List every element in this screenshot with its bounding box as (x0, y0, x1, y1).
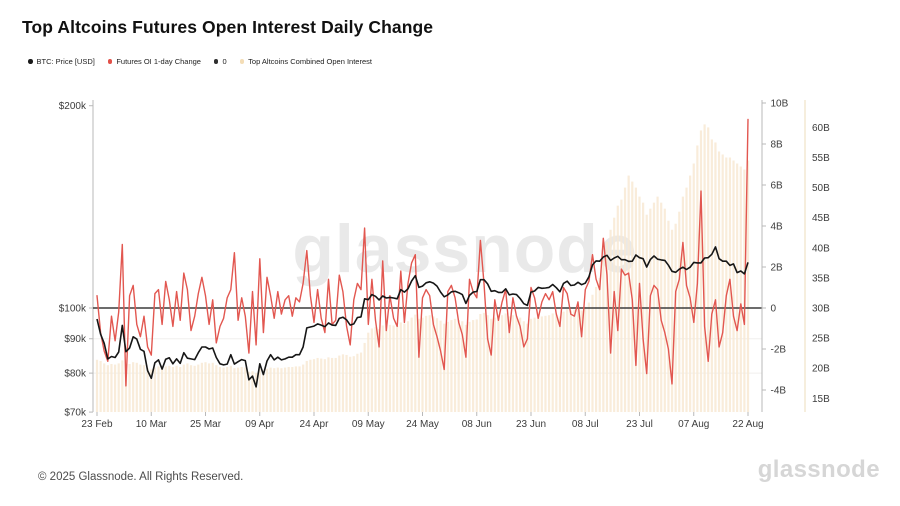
y-axis-oi-total-tick-label: 30B (812, 304, 830, 315)
y-axis-price-tick-label: $100k (59, 304, 87, 315)
y-axis-oi-change-tick-label: -2B (771, 345, 787, 356)
legend-dot-btc-price-icon (28, 59, 33, 64)
y-axis-oi-total-tick-label: 50B (812, 183, 830, 194)
x-axis-tick-label: 24 Apr (300, 419, 330, 430)
chart-legend: BTC: Price [USD] Futures OI 1-day Change… (28, 57, 372, 66)
x-axis-tick-label: 24 May (406, 419, 439, 430)
legend-item-futures-oi-change[interactable]: Futures OI 1-day Change (107, 57, 201, 66)
legend-dot-zero-line-icon (213, 59, 219, 64)
y-axis-oi-change-tick-label: -4B (771, 386, 787, 397)
y-axis-price-tick-label: $70k (64, 408, 87, 419)
x-axis-tick-label: 08 Jul (572, 419, 599, 430)
x-axis-tick-label: 22 Aug (732, 419, 763, 430)
legend-label: BTC: Price [USD] (36, 57, 95, 66)
legend-item-btc-price[interactable]: BTC: Price [USD] (28, 57, 95, 66)
x-axis-tick-label: 23 Jun (516, 419, 546, 430)
x-axis-tick-label: 09 Apr (245, 419, 275, 430)
x-axis-tick-label: 07 Aug (678, 419, 709, 430)
y-axis-oi-change-tick-label: 4B (771, 222, 784, 233)
y-axis-oi-change-tick-label: 0 (771, 304, 777, 315)
legend-item-zero-line[interactable]: 0 (213, 57, 227, 66)
legend-dot-combined-open-interest-icon (239, 59, 245, 64)
legend-label: Futures OI 1-day Change (116, 57, 201, 66)
y-axis-oi-change-tick-label: 6B (771, 181, 784, 192)
glassnode-logo: glassnode (757, 456, 880, 483)
y-axis-oi-total-tick-label: 40B (812, 243, 830, 254)
legend-item-combined-open-interest[interactable]: Top Altcoins Combined Open Interest (239, 57, 372, 66)
x-axis-tick-label: 10 Mar (136, 419, 168, 430)
y-axis-price-tick-label: $90k (64, 334, 87, 345)
footer-copyright: © 2025 Glassnode. All Rights Reserved. (38, 471, 244, 483)
legend-label: Top Altcoins Combined Open Interest (248, 57, 372, 66)
y-axis-oi-change-tick-label: 8B (771, 140, 784, 151)
y-axis-oi-total-tick-label: 20B (812, 364, 830, 375)
y-axis-oi-total-tick-label: 55B (812, 153, 830, 164)
x-axis-tick-label: 23 Jul (626, 419, 653, 430)
y-axis-price-tick-label: $80k (64, 369, 87, 380)
legend-dot-futures-oi-change-icon (107, 59, 113, 64)
chart-canvas[interactable]: $200k $100k $90k $80k $70k 10B 8B 6B 4B 2B 0 -2B -4B… (0, 0, 900, 460)
y-axis-oi-change-tick-label: 2B (771, 263, 784, 274)
y-axis-oi-total-tick-label: 60B (812, 123, 830, 134)
legend-label: 0 (222, 57, 227, 66)
y-axis-price-tick-label: $200k (59, 101, 87, 112)
y-axis-oi-total-tick-label: 45B (812, 213, 830, 224)
y-axis-oi-change-tick-label: 10B (771, 99, 789, 110)
x-axis-tick-label: 23 Feb (81, 419, 113, 430)
x-axis-tick-label: 09 May (352, 419, 385, 430)
x-axis-tick-label: 08 Jun (462, 419, 492, 430)
y-axis-oi-total-tick-label: 25B (812, 334, 830, 345)
chart-title: Top Altcoins Futures Open Interest Daily… (22, 17, 434, 37)
x-axis-tick-label: 25 Mar (190, 419, 222, 430)
y-axis-oi-total-tick-label: 15B (812, 394, 830, 405)
y-axis-oi-total-tick-label: 35B (812, 273, 830, 284)
